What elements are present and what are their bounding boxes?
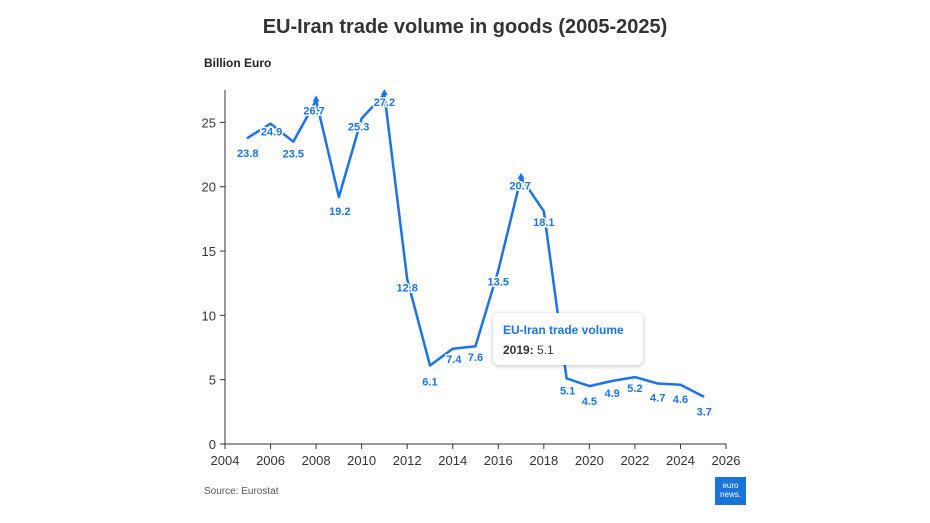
x-tick-label: 2010 — [347, 453, 376, 468]
data-label: 4.9 — [604, 388, 619, 400]
data-label: 19.2 — [329, 206, 350, 218]
x-tick-label: 2024 — [666, 453, 695, 468]
data-label: 5.2 — [627, 383, 642, 395]
x-tick-label: 2018 — [529, 453, 558, 468]
euronews-logo[interactable]: euro news. — [715, 477, 746, 505]
y-tick-label: 20 — [202, 180, 216, 195]
tooltip-year: 2019: — [503, 343, 534, 357]
tooltip-title: EU-Iran trade volume — [503, 323, 633, 337]
line-chart: 2004 2006 2008 2010 2012 2014 2016 2018 2020 2022… — [0, 0, 930, 523]
data-point — [313, 96, 320, 102]
data-label: 27.2 — [374, 97, 395, 109]
data-label: 23.8 — [237, 148, 258, 160]
y-tick-label: 10 — [202, 308, 216, 323]
x-tick-label: 2006 — [256, 453, 285, 468]
data-label: 7.4 — [446, 354, 462, 366]
data-label: 26.7 — [303, 106, 324, 118]
data-label: 4.7 — [650, 393, 665, 405]
data-label: 25.3 — [348, 122, 369, 134]
logo-line-2: news. — [715, 490, 746, 499]
data-label: 13.5 — [488, 276, 509, 288]
logo-line-1: euro — [715, 481, 746, 490]
data-label: 18.1 — [533, 217, 554, 229]
data-point — [381, 89, 388, 95]
x-tick-label: 2004 — [211, 453, 240, 468]
source-note: Source: Eurostat — [204, 486, 278, 497]
data-label: 20.7 — [509, 181, 530, 193]
y-tick-label: 5 — [209, 373, 216, 388]
y-tick-label: 15 — [202, 244, 216, 259]
data-label: 12.8 — [396, 282, 417, 294]
y-tick-label: 25 — [202, 115, 216, 130]
x-tick-label: 2012 — [393, 453, 422, 468]
x-tick-label: 2026 — [712, 453, 741, 468]
data-label: 6.1 — [422, 377, 437, 389]
x-tick-label: 2016 — [484, 453, 513, 468]
x-tick-label: 2020 — [575, 453, 604, 468]
data-point — [518, 173, 525, 179]
data-label: 4.6 — [673, 394, 688, 406]
axes: 2004 2006 2008 2010 2012 2014 2016 2018 2020 2022… — [202, 90, 741, 468]
data-label: 3.7 — [697, 406, 712, 418]
data-label: 23.5 — [283, 149, 304, 161]
x-tick-label: 2022 — [620, 453, 649, 468]
tooltip-body: 2019: 5.1 — [503, 343, 633, 357]
x-tick-label: 2008 — [302, 453, 331, 468]
tooltip-value: 5.1 — [537, 343, 554, 357]
tooltip: EU-Iran trade volume 2019: 5.1 — [493, 313, 643, 365]
data-label: 5.1 — [560, 385, 575, 397]
data-label: 4.5 — [582, 396, 597, 408]
data-label: 7.6 — [468, 352, 483, 364]
data-labels-group: 23.824.923.5 26.7 19.2 25.3 27.2 12.8 6.1 7.4 7.… — [237, 97, 712, 418]
x-tick-label: 2014 — [438, 453, 467, 468]
y-tick-label: 0 — [209, 437, 216, 452]
data-label: 24.9 — [261, 127, 282, 139]
